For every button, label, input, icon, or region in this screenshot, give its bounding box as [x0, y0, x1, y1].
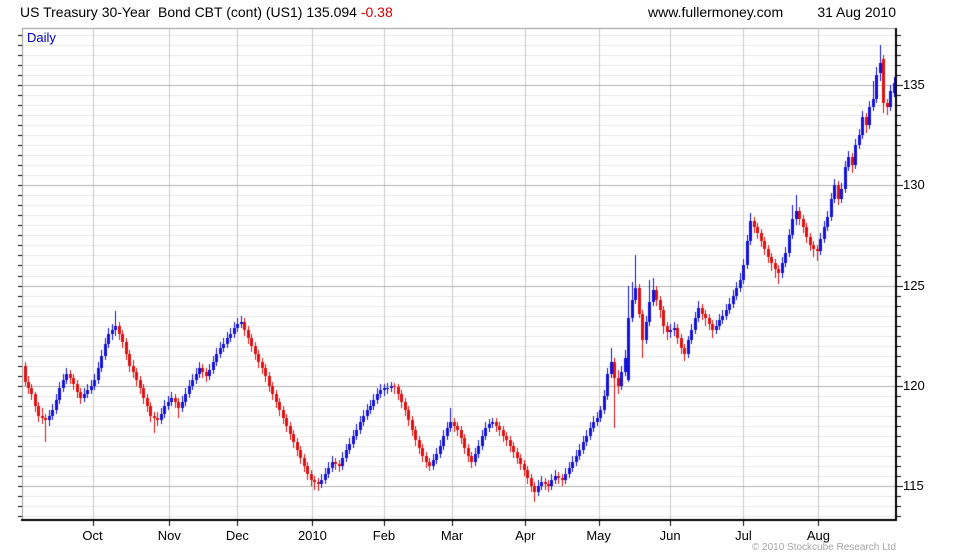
y-axis-label-135: 135: [903, 77, 925, 93]
instrument-title: US Treasury 30-Year Bond CBT (cont) (US1…: [20, 4, 357, 20]
x-axis-label-apr: Apr: [515, 528, 536, 543]
y-axis-label-130: 130: [903, 177, 925, 193]
x-axis-label-aug: Aug: [806, 528, 831, 543]
chart-header: US Treasury 30-Year Bond CBT (cont) (US1…: [20, 4, 393, 20]
price-change: -0.38: [360, 4, 393, 20]
x-axis-label-jun: Jun: [659, 528, 681, 543]
x-axis-label-nov: Nov: [157, 528, 181, 543]
y-axis-label-115: 115: [903, 477, 924, 493]
x-axis-label-2010: 2010: [297, 528, 327, 543]
x-axis-label-mar: Mar: [440, 528, 464, 543]
copyright-notice: © 2010 Stockcube Research Ltd: [751, 542, 896, 553]
website-link[interactable]: www.fullermoney.com: [648, 4, 784, 20]
chart-date: 31 Aug 2010: [817, 4, 896, 20]
x-axis-label-oct: Oct: [82, 528, 103, 543]
x-axis-label-dec: Dec: [225, 528, 249, 543]
y-axis-label-120: 120: [903, 377, 925, 393]
y-axis-label-125: 125: [903, 277, 925, 293]
x-axis-label-feb: Feb: [372, 528, 396, 543]
x-axis-label-jul: Jul: [735, 528, 752, 543]
x-axis-label-may: May: [586, 528, 611, 543]
interval-label: Daily: [27, 30, 56, 45]
